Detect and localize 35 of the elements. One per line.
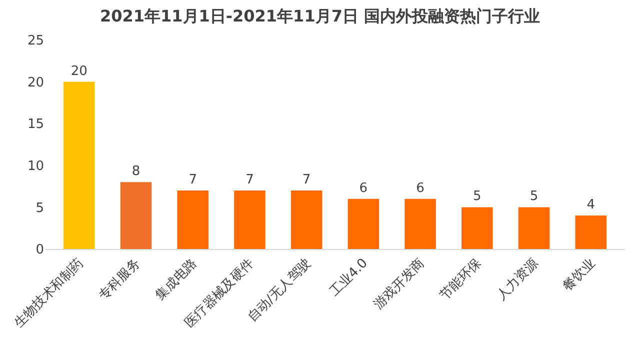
chart-title: 2021年11月1日-2021年11月7日 国内外投融资热门子行业 bbox=[100, 6, 540, 26]
y-tick-label: 20 bbox=[27, 75, 44, 90]
data-label: 5 bbox=[473, 189, 482, 204]
bar bbox=[63, 82, 95, 249]
data-label: 20 bbox=[70, 64, 88, 79]
x-tick-label: 餐饮业 bbox=[560, 256, 598, 294]
x-tick-label: 工业4.0 bbox=[327, 256, 371, 300]
x-tick-label: 专科服务 bbox=[96, 256, 144, 304]
y-tick-label: 10 bbox=[27, 158, 44, 174]
bar bbox=[462, 207, 493, 249]
y-tick-label: 25 bbox=[27, 34, 44, 49]
bar bbox=[177, 190, 208, 249]
y-tick-label: 15 bbox=[27, 117, 44, 132]
data-label: 5 bbox=[530, 189, 538, 204]
x-tick-label: 生物技术和制药 bbox=[12, 256, 87, 331]
data-label: 6 bbox=[416, 180, 424, 196]
bar bbox=[120, 182, 152, 249]
data-label: 8 bbox=[132, 164, 140, 180]
bar bbox=[404, 198, 436, 249]
bar bbox=[575, 216, 607, 249]
bar bbox=[290, 190, 322, 249]
data-label: 7 bbox=[188, 172, 197, 188]
bar bbox=[518, 207, 550, 249]
data-label: 6 bbox=[359, 180, 368, 196]
data-label: 7 bbox=[246, 172, 254, 188]
x-tick-label: 游戏开发商 bbox=[371, 256, 428, 312]
y-tick-label: 5 bbox=[36, 200, 44, 216]
x-tick-label: 集成电路 bbox=[152, 256, 200, 304]
data-label: 7 bbox=[302, 172, 311, 188]
data-label: 4 bbox=[586, 198, 596, 213]
x-tick-label: 人力资源 bbox=[494, 256, 542, 304]
bar bbox=[234, 190, 266, 249]
y-tick-label: 0 bbox=[36, 242, 44, 258]
x-tick-label: 节能环保 bbox=[437, 256, 485, 304]
bar bbox=[348, 198, 380, 249]
